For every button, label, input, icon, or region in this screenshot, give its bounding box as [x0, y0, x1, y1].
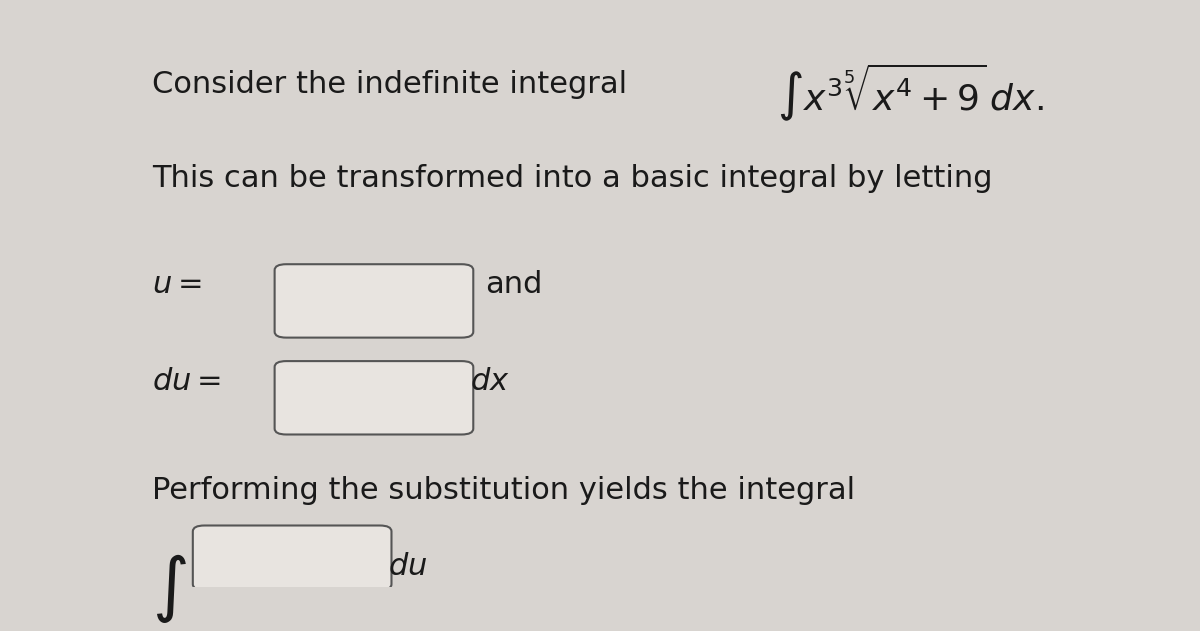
Text: This can be transformed into a basic integral by letting: This can be transformed into a basic int… [152, 165, 992, 194]
Text: Consider the indefinite integral: Consider the indefinite integral [152, 71, 628, 100]
Text: $\int$: $\int$ [152, 552, 187, 625]
Text: $\int x^3 \sqrt[5]{x^4 + 9}\, dx.$: $\int x^3 \sqrt[5]{x^4 + 9}\, dx.$ [778, 62, 1044, 123]
Text: and: and [485, 270, 542, 299]
FancyBboxPatch shape [275, 361, 473, 435]
FancyBboxPatch shape [193, 526, 391, 590]
FancyBboxPatch shape [275, 264, 473, 338]
Text: Performing the substitution yields the integral: Performing the substitution yields the i… [152, 476, 856, 505]
Text: $du =$: $du =$ [152, 367, 221, 396]
Text: $dx$: $dx$ [469, 367, 510, 396]
Text: $du$: $du$ [388, 552, 427, 581]
Text: $u =$: $u =$ [152, 270, 202, 299]
